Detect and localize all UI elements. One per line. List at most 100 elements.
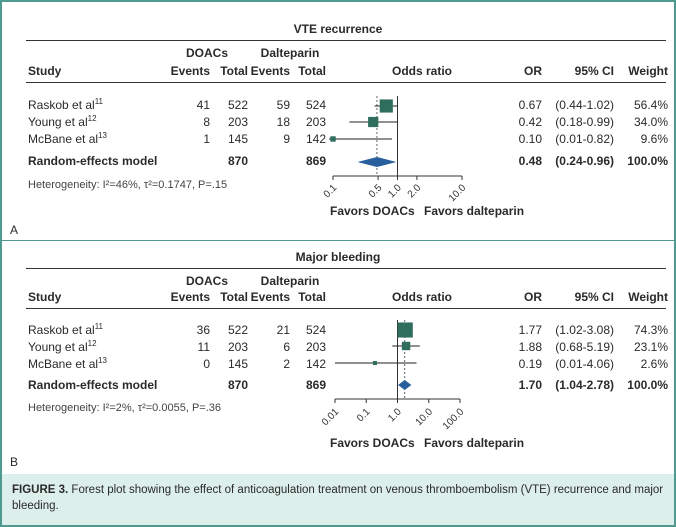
dal-total: 142 (305, 357, 326, 371)
study-name: Raskob et al11 (28, 97, 104, 112)
summary-diamond (357, 157, 397, 167)
study-estimate-box (372, 361, 377, 365)
ci-value: (0.01-4.06) (555, 357, 614, 371)
dal-events: 18 (276, 115, 290, 129)
weight-value: 9.6% (640, 132, 668, 146)
study-estimate-box (379, 99, 393, 113)
dal-events: 2 (283, 357, 290, 371)
study-estimate-box (401, 341, 411, 351)
ci-value: (0.44-1.02) (555, 98, 614, 112)
tick-label: 1.0 (386, 182, 404, 200)
tick-label: 10.0 (447, 182, 469, 204)
doac-events: 11 (197, 340, 210, 354)
doac-total: 870 (227, 378, 248, 392)
favors-doacs-label: Favors DOACs (330, 436, 415, 450)
doac-total: 203 (227, 340, 248, 354)
dal-events: 21 (276, 323, 290, 337)
ci-value: (0.24-0.96) (555, 154, 614, 168)
odds-ratio-value: 0.42 (518, 115, 542, 129)
weight-value: 23.1% (633, 340, 668, 354)
doac-total: 203 (227, 115, 248, 129)
doac-events-header: Events (170, 290, 210, 304)
study-estimate-box (330, 136, 336, 142)
doac-events: 0 (203, 357, 210, 371)
doac-events-header: Events (170, 64, 210, 78)
doac-events: 36 (196, 323, 210, 337)
weight-value: 100.0% (627, 378, 668, 392)
doac-events: 1 (203, 132, 210, 146)
study-column-header: Study (28, 290, 62, 304)
heterogeneity-text: Heterogeneity: I²=2%, τ²=0.0055, P=.36 (28, 402, 221, 414)
tick-label: 100.0 (441, 406, 467, 432)
weight-value: 74.3% (633, 323, 668, 337)
ci-value: (0.18-0.99) (555, 115, 614, 129)
tick-label: 0.1 (322, 182, 340, 200)
ci-header: 95% CI (574, 64, 614, 78)
panel-title: Major bleeding (295, 250, 381, 264)
panel-letter: B (10, 455, 19, 469)
dal-events-header: Events (250, 290, 290, 304)
caption-text: Forest plot showing the effect of antico… (12, 484, 664, 512)
dal-total: 869 (305, 154, 326, 168)
dal-total-header: Total (298, 64, 326, 78)
tick-label: 0.1 (355, 406, 373, 424)
summary-label: Random-effects model (28, 378, 158, 392)
doac-total: 870 (227, 154, 248, 168)
study-estimate-box (397, 322, 413, 338)
odds-ratio-value: 0.10 (518, 132, 542, 146)
study-name: Young et al12 (28, 339, 97, 354)
doac-total-header: Total (220, 64, 248, 78)
study-estimate-box (368, 116, 379, 128)
header-rule (26, 82, 666, 83)
dal-events: 6 (283, 340, 290, 354)
weight-header: Weight (628, 290, 668, 304)
dal-total: 524 (305, 98, 326, 112)
forest-panel-b: Major bleeding DOACs Dalteparin Study Ev… (0, 242, 676, 472)
doac-total: 145 (227, 132, 248, 146)
forest-panel-a: VTE recurrence DOACs Dalteparin Study Ev… (0, 14, 676, 250)
header-rule (26, 308, 666, 309)
dal-total: 142 (305, 132, 326, 146)
odds-ratio-value: 1.77 (518, 323, 542, 337)
dal-events-header: Events (250, 64, 290, 78)
forest-plot-b: 0.01 0.1 1.0 10.0 100.0 (320, 320, 467, 432)
study-column-header: Study (28, 64, 62, 78)
or-header: OR (524, 290, 542, 304)
tick-label: 2.0 (406, 182, 424, 200)
tick-label: 1.0 (386, 406, 404, 424)
or-header: OR (524, 64, 542, 78)
favors-dalteparin-label: Favors dalteparin (424, 436, 525, 450)
figure-caption: FIGURE 3. Forest plot showing the effect… (2, 474, 674, 525)
dal-total: 203 (305, 340, 326, 354)
heterogeneity-text: Heterogeneity: I²=46%, τ²=0.1747, P=.15 (28, 179, 228, 191)
summary-diamond (398, 380, 412, 390)
favors-dalteparin-label: Favors dalteparin (424, 204, 525, 218)
ci-value: (1.04-2.78) (555, 378, 614, 392)
title-rule (26, 40, 666, 41)
panel-divider (2, 240, 674, 241)
ci-value: (0.68-5.19) (555, 340, 614, 354)
ci-value: (0.01-0.82) (555, 132, 614, 146)
dal-events: 59 (276, 98, 290, 112)
doacs-group-header: DOACs (185, 274, 228, 288)
forest-plot-a: 0.1 0.5 1.0 2.0 10.0 (322, 96, 469, 204)
panel-title: VTE recurrence (293, 22, 383, 36)
doac-total: 522 (227, 323, 248, 337)
dalteparin-group-header: Dalteparin (260, 46, 320, 60)
ci-value: (1.02-3.08) (555, 323, 614, 337)
weight-value: 100.0% (627, 154, 668, 168)
weight-header: Weight (628, 64, 668, 78)
dal-total: 869 (305, 378, 326, 392)
odds-ratio-value: 1.70 (518, 378, 542, 392)
weight-value: 56.4% (633, 98, 668, 112)
dal-total: 203 (305, 115, 326, 129)
odds-ratio-header: Odds ratio (391, 290, 452, 304)
caption-label: FIGURE 3. (12, 484, 69, 496)
weight-value: 34.0% (633, 115, 668, 129)
doac-events: 41 (196, 98, 210, 112)
weight-value: 2.6% (640, 357, 668, 371)
dal-events: 9 (283, 132, 290, 146)
tick-label: 0.5 (367, 182, 385, 200)
odds-ratio-header: Odds ratio (391, 64, 452, 78)
